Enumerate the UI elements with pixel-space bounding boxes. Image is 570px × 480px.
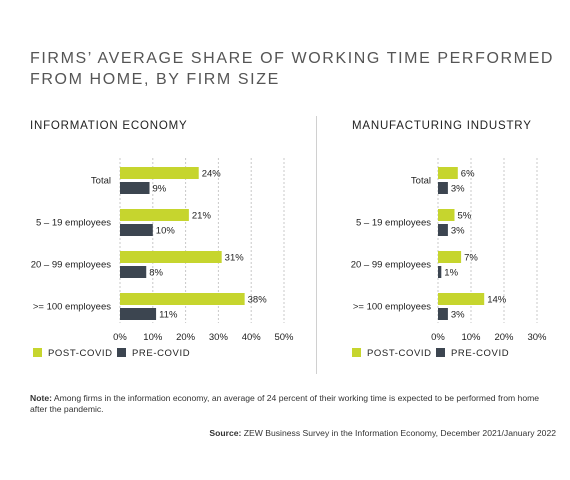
note-label: Note: bbox=[30, 393, 52, 403]
mfg-legend-swatch-0 bbox=[352, 348, 361, 357]
info-bar-post-1 bbox=[120, 209, 189, 221]
mfg-bar-post-2 bbox=[438, 251, 462, 263]
mfg-x-tick-label-1: 10% bbox=[461, 332, 481, 343]
mfg-x-tick-label-3: 30% bbox=[527, 332, 547, 343]
info-bar-pre-3 bbox=[120, 308, 157, 320]
info-bar-pre-1 bbox=[120, 224, 153, 236]
mfg-legend-swatch-1 bbox=[436, 348, 445, 357]
mfg-bar-pre-2 bbox=[438, 266, 442, 278]
mfg-bar-post-3 bbox=[438, 293, 485, 305]
manufacturing-industry-title: MANUFACTURING INDUSTRY bbox=[352, 120, 532, 132]
info-bar-post-2 bbox=[120, 251, 222, 263]
mfg-data-label-pre-3: 3% bbox=[451, 310, 465, 321]
info-x-tick-label-2: 20% bbox=[176, 332, 196, 343]
info-legend-label-0: POST-COVID bbox=[48, 348, 113, 359]
mfg-category-label-1: 5 – 19 employees bbox=[356, 218, 431, 229]
info-category-label-3: >= 100 employees bbox=[33, 302, 111, 313]
chart-title: FIRMS’ AVERAGE SHARE OF WORKING TIME PER… bbox=[30, 48, 554, 90]
info-data-label-pre-0: 9% bbox=[153, 184, 167, 195]
info-category-label-0: Total bbox=[91, 176, 111, 187]
info-legend-swatch-0 bbox=[33, 348, 42, 357]
mfg-data-label-post-3: 14% bbox=[487, 295, 507, 306]
info-data-label-pre-3: 11% bbox=[159, 310, 178, 321]
mfg-data-label-post-0: 6% bbox=[461, 169, 475, 180]
info-data-label-post-3: 38% bbox=[248, 295, 268, 306]
info-legend-label-1: PRE-COVID bbox=[132, 348, 190, 359]
info-x-tick-label-3: 30% bbox=[209, 332, 229, 343]
chart-title-line-2: FROM HOME, BY FIRM SIZE bbox=[30, 71, 280, 88]
info-bar-pre-0 bbox=[120, 182, 150, 194]
info-category-label-1: 5 – 19 employees bbox=[36, 218, 111, 229]
note-text: Among firms in the information economy, … bbox=[30, 393, 540, 414]
mfg-x-tick-label-0: 0% bbox=[431, 332, 445, 343]
mfg-category-label-0: Total bbox=[411, 176, 431, 187]
info-data-label-post-1: 21% bbox=[192, 211, 212, 222]
source-text: ZEW Business Survey in the Information E… bbox=[243, 428, 556, 438]
mfg-bar-pre-1 bbox=[438, 224, 448, 236]
info-x-tick-label-1: 10% bbox=[143, 332, 163, 343]
info-bar-post-3 bbox=[120, 293, 245, 305]
info-category-label-2: 20 – 99 employees bbox=[31, 260, 112, 271]
mfg-data-label-pre-2: 1% bbox=[444, 268, 458, 279]
mfg-data-label-post-2: 7% bbox=[464, 253, 478, 264]
mfg-category-label-2: 20 – 99 employees bbox=[351, 260, 432, 271]
chart-title-line-1: FIRMS’ AVERAGE SHARE OF WORKING TIME PER… bbox=[30, 50, 555, 67]
info-legend-swatch-1 bbox=[117, 348, 126, 357]
info-x-tick-label-4: 40% bbox=[242, 332, 262, 343]
mfg-legend-label-0: POST-COVID bbox=[367, 348, 432, 359]
mfg-data-label-pre-1: 3% bbox=[451, 226, 465, 237]
source-label: Source: bbox=[209, 428, 242, 438]
panel-divider bbox=[316, 116, 317, 374]
footnote: Note: Among firms in the information eco… bbox=[30, 393, 550, 415]
mfg-bar-post-1 bbox=[438, 209, 455, 221]
information-economy-title: INFORMATION ECONOMY bbox=[30, 120, 188, 132]
info-bar-pre-2 bbox=[120, 266, 147, 278]
info-data-label-pre-1: 10% bbox=[156, 226, 176, 237]
info-data-label-post-2: 31% bbox=[225, 253, 245, 264]
info-x-tick-label-5: 50% bbox=[274, 332, 294, 343]
info-data-label-pre-2: 8% bbox=[149, 268, 163, 279]
mfg-bar-post-0 bbox=[438, 167, 458, 179]
mfg-category-label-3: >= 100 employees bbox=[353, 302, 431, 313]
mfg-data-label-post-1: 5% bbox=[458, 211, 472, 222]
info-data-label-post-0: 24% bbox=[202, 169, 222, 180]
mfg-bar-pre-0 bbox=[438, 182, 448, 194]
info-bar-post-0 bbox=[120, 167, 199, 179]
mfg-bar-pre-3 bbox=[438, 308, 448, 320]
info-x-tick-label-0: 0% bbox=[113, 332, 127, 343]
mfg-data-label-pre-0: 3% bbox=[451, 184, 465, 195]
source-line: Source: ZEW Business Survey in the Infor… bbox=[209, 428, 556, 438]
mfg-legend-label-1: PRE-COVID bbox=[451, 348, 509, 359]
mfg-x-tick-label-2: 20% bbox=[494, 332, 514, 343]
